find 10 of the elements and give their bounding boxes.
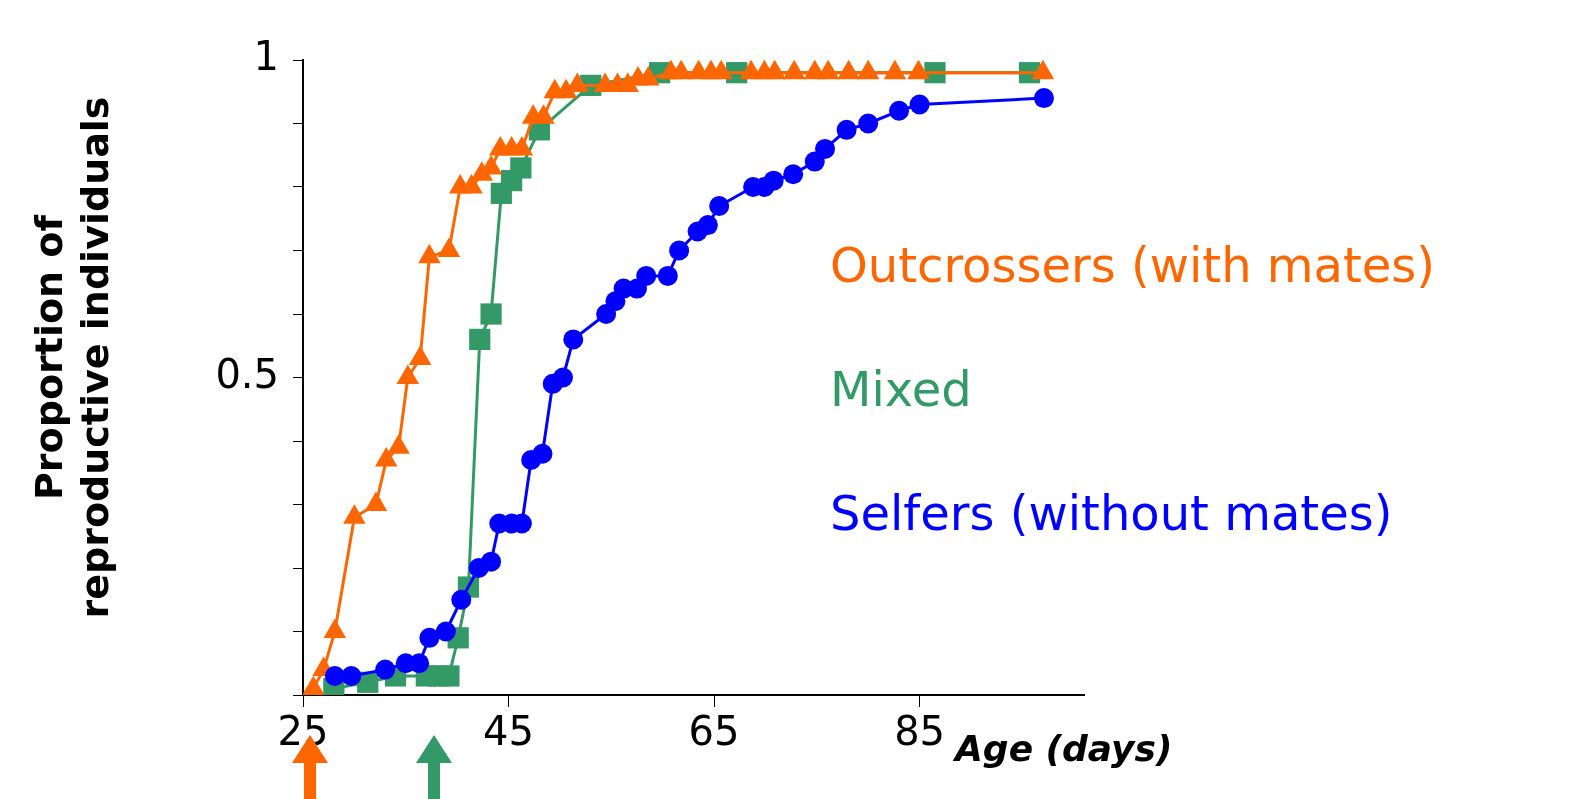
y-tick-label: 0.5 <box>215 350 279 397</box>
x-tick-label: 85 <box>894 708 946 755</box>
text: Selfers (without mates) <box>830 484 1394 543</box>
x-axis-title: Age (days) <box>952 728 1173 770</box>
y-tick-label: 1 <box>253 33 279 80</box>
x-tick-label: 65 <box>688 708 740 755</box>
y-axis-title: Proportion of reproductive individuals <box>26 96 117 619</box>
text: Mixed <box>830 360 973 419</box>
x-tick-label: 45 <box>483 708 534 755</box>
text: Outcrossers (with mates) <box>830 236 1436 295</box>
